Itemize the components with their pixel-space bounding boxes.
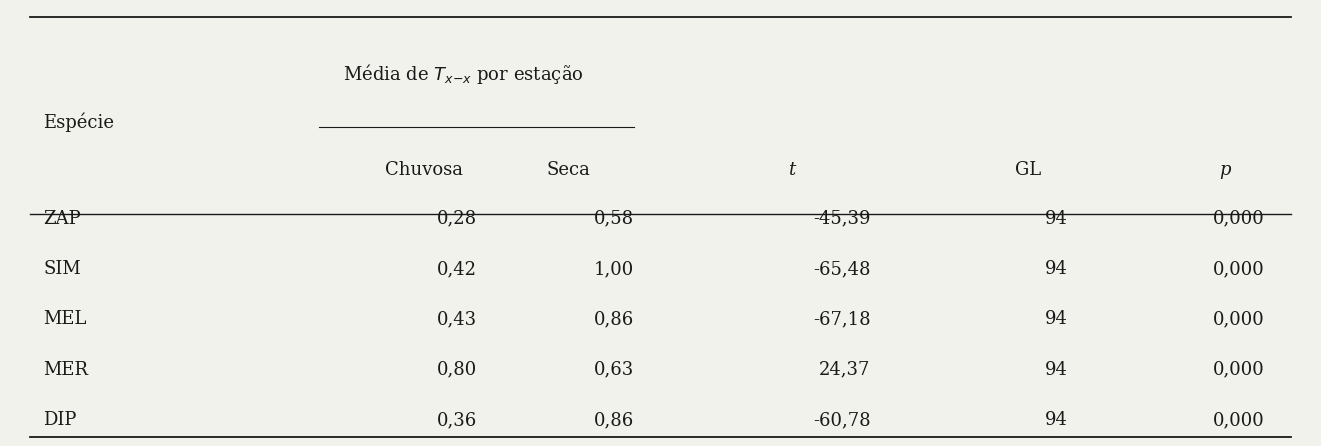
Text: 0,000: 0,000 — [1213, 210, 1264, 227]
Text: 94: 94 — [1045, 411, 1067, 429]
Text: -45,39: -45,39 — [812, 210, 871, 227]
Text: 0,000: 0,000 — [1213, 361, 1264, 379]
Text: 0,86: 0,86 — [594, 310, 634, 328]
Text: Espécie: Espécie — [44, 112, 115, 132]
Text: Seca: Seca — [547, 161, 590, 179]
Text: Média de $T_{x\mathrm{-}x}$ por estação: Média de $T_{x\mathrm{-}x}$ por estação — [343, 62, 584, 86]
Text: 0,36: 0,36 — [436, 411, 477, 429]
Text: 0,63: 0,63 — [594, 361, 634, 379]
Text: 1,00: 1,00 — [594, 260, 634, 278]
Text: Chuvosa: Chuvosa — [386, 161, 464, 179]
Text: 0,58: 0,58 — [594, 210, 634, 227]
Text: t: t — [789, 161, 795, 179]
Text: DIP: DIP — [44, 411, 77, 429]
Text: 94: 94 — [1045, 210, 1067, 227]
Text: 24,37: 24,37 — [819, 361, 871, 379]
Text: 94: 94 — [1045, 361, 1067, 379]
Text: -60,78: -60,78 — [812, 411, 871, 429]
Text: GL: GL — [1015, 161, 1041, 179]
Text: SIM: SIM — [44, 260, 82, 278]
Text: 0,000: 0,000 — [1213, 260, 1264, 278]
Text: p: p — [1219, 161, 1231, 179]
Text: 94: 94 — [1045, 310, 1067, 328]
Text: 0,000: 0,000 — [1213, 411, 1264, 429]
Text: MER: MER — [44, 361, 89, 379]
Text: 0,000: 0,000 — [1213, 310, 1264, 328]
Text: -65,48: -65,48 — [812, 260, 871, 278]
Text: -67,18: -67,18 — [812, 310, 871, 328]
Text: 0,80: 0,80 — [436, 361, 477, 379]
Text: 0,42: 0,42 — [437, 260, 477, 278]
Text: 0,86: 0,86 — [594, 411, 634, 429]
Text: 0,28: 0,28 — [437, 210, 477, 227]
Text: ZAP: ZAP — [44, 210, 81, 227]
Text: 94: 94 — [1045, 260, 1067, 278]
Text: 0,43: 0,43 — [437, 310, 477, 328]
Text: MEL: MEL — [44, 310, 87, 328]
